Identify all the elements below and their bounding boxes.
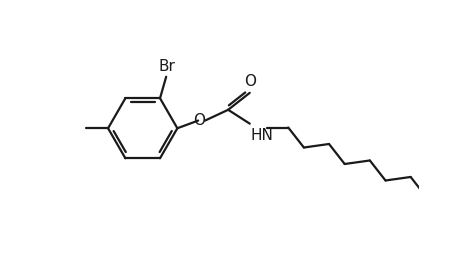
Text: O: O bbox=[245, 74, 256, 89]
Text: Br: Br bbox=[158, 59, 176, 74]
Text: HN: HN bbox=[250, 128, 273, 142]
Text: O: O bbox=[193, 113, 205, 128]
